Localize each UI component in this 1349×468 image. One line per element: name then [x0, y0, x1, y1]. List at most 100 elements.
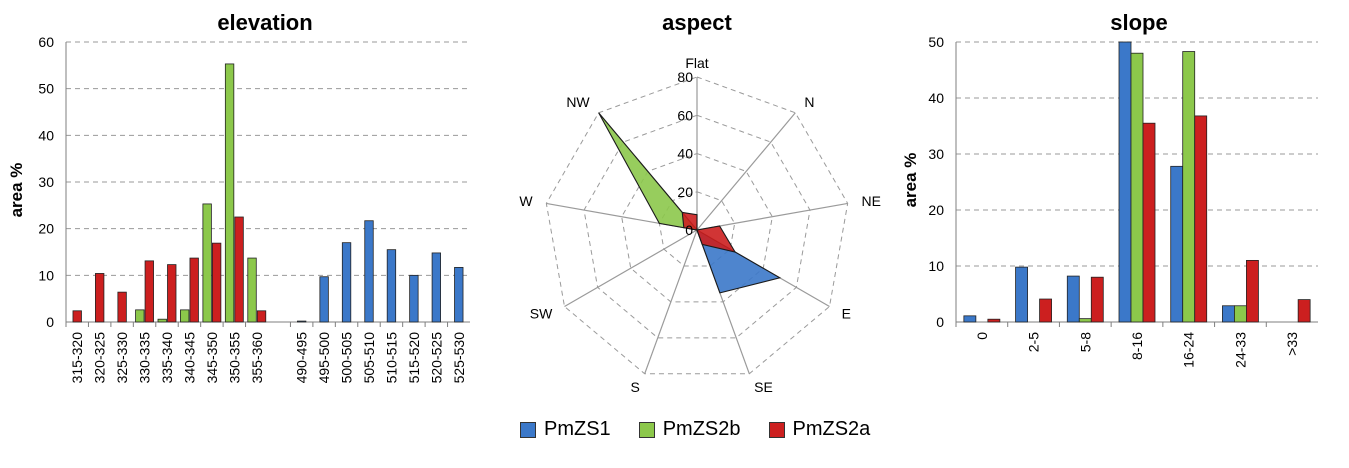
- elevation-ytick: 10: [38, 267, 54, 283]
- legend-swatch-pmzs2b: [638, 421, 655, 438]
- aspect-gridring: [621, 152, 773, 303]
- aspect-spoke: [644, 229, 698, 374]
- slope-title: slope: [1110, 10, 1167, 35]
- aspect-category-label: SE: [754, 379, 773, 395]
- legend: PmZS1 PmZS2b PmZS2a: [520, 418, 870, 441]
- elevation-xtick-label: 520-525: [428, 332, 444, 384]
- slope-bar: [1090, 276, 1104, 323]
- elevation-bar: [224, 63, 235, 323]
- elevation-xtick-label: 345-350: [204, 332, 220, 384]
- elevation-bar: [297, 320, 307, 323]
- elevation-xtick-label: 325-330: [114, 332, 130, 384]
- elevation-bar: [454, 266, 464, 323]
- slope-bar: [1194, 115, 1208, 323]
- slope-bar: [987, 318, 1001, 323]
- elevation-bar: [386, 249, 397, 323]
- slope-bar: [1170, 165, 1184, 323]
- elevation-xtick-label: 510-515: [383, 332, 399, 384]
- slope-chart: slope area % 0 10 20 30 40 50 0 2-5 5-8 8-16 16-24…: [901, 10, 1318, 368]
- slope-bar: [1078, 318, 1092, 323]
- elevation-bar: [189, 257, 199, 323]
- aspect-spoke: [696, 202, 848, 231]
- slope-bar: [963, 315, 977, 323]
- slope-xtick-label: 16-24: [1181, 332, 1197, 368]
- slope-ytick: 40: [928, 90, 944, 106]
- elevation-chart: elevation area % 0 10 20 30 40 50 60 315-320 320…: [7, 10, 470, 383]
- slope-bar: [1246, 259, 1259, 323]
- aspect-category-label: SW: [530, 306, 553, 322]
- legend-item-pmzs2b: PmZS2b: [638, 418, 741, 441]
- legend-item-pmzs1: PmZS1: [520, 418, 611, 441]
- slope-bar: [1066, 275, 1080, 323]
- slope-bar: [1142, 122, 1156, 323]
- aspect-series-area: [598, 112, 699, 231]
- elevation-xtick-label: 515-520: [406, 332, 422, 384]
- elevation-bar: [167, 264, 177, 323]
- aspect-category-label: NW: [566, 94, 590, 110]
- elevation-xtick-label: 330-335: [137, 332, 153, 384]
- elevation-xtick-label: 505-510: [361, 332, 377, 384]
- aspect-rtick: 40: [677, 146, 693, 162]
- legend-swatch-pmzs1: [520, 421, 536, 438]
- aspect-title: aspect: [662, 10, 732, 35]
- slope-bar: [1015, 266, 1028, 323]
- elevation-xtick-label: 350-355: [226, 332, 242, 384]
- slope-ytick: 10: [928, 258, 944, 274]
- slope-ytick: 20: [928, 202, 944, 218]
- elevation-bar: [117, 291, 127, 323]
- elevation-xtick-label: 500-505: [339, 332, 355, 384]
- elevation-bar: [202, 203, 212, 323]
- elevation-bar: [256, 310, 267, 323]
- elevation-ytick: 50: [38, 81, 54, 97]
- elevation-ylabel: area %: [7, 163, 26, 218]
- elevation-ytick: 30: [38, 174, 54, 190]
- elevation-xtick-label: 355-360: [249, 332, 265, 384]
- slope-ytick: 0: [936, 314, 944, 330]
- slope-bar: [1118, 41, 1132, 323]
- elevation-bar: [319, 276, 329, 323]
- elevation-bar: [247, 257, 257, 323]
- elevation-ytick: 60: [38, 34, 54, 50]
- elevation-bar: [135, 309, 145, 323]
- elevation-bar: [211, 242, 222, 323]
- aspect-category-label: W: [519, 193, 533, 209]
- slope-bar: [1297, 299, 1311, 323]
- slope-xtick-label: >33: [1284, 332, 1300, 356]
- elevation-bar: [144, 260, 154, 323]
- aspect-category-label: NE: [861, 193, 880, 209]
- elevation-bar: [234, 216, 244, 323]
- elevation-bar: [95, 273, 105, 323]
- elevation-bar: [341, 242, 352, 323]
- aspect-category-label: Flat: [685, 55, 708, 71]
- legend-label-pmzs1: PmZS1: [544, 418, 611, 440]
- slope-xtick-label: 24-33: [1232, 332, 1248, 368]
- aspect-gridring: [658, 191, 736, 267]
- elevation-title: elevation: [217, 10, 312, 35]
- slope-xtick-label: 5-8: [1077, 332, 1093, 352]
- elevation-bar: [180, 309, 190, 323]
- slope-xtick-label: 2-5: [1026, 332, 1042, 352]
- slope-ytick: 50: [928, 34, 944, 50]
- elevation-ytick: 0: [46, 314, 54, 330]
- slope-bar: [1182, 51, 1196, 323]
- slope-xtick-label: 8-16: [1129, 332, 1145, 360]
- elevation-xtick-label: 335-340: [159, 332, 175, 384]
- elevation-xtick-label: 495-500: [316, 332, 332, 384]
- elevation-bar: [364, 220, 374, 323]
- elevation-xtick-label: 320-325: [92, 332, 108, 384]
- elevation-bar: [431, 252, 441, 323]
- aspect-rtick: 60: [677, 107, 693, 123]
- slope-ytick: 30: [928, 146, 944, 162]
- legend-item-pmzs2a: PmZS2a: [768, 418, 870, 441]
- elevation-bar: [72, 310, 82, 323]
- aspect-rtick: 0: [685, 222, 693, 238]
- elevation-xtick-label: 340-345: [181, 332, 197, 384]
- slope-bar: [1234, 305, 1247, 323]
- elevation-xtick-label: 490-495: [294, 332, 310, 384]
- elevation-bar: [409, 274, 419, 323]
- aspect-rtick: 20: [677, 184, 693, 200]
- aspect-spoke: [696, 112, 796, 231]
- elevation-bar: [157, 318, 167, 323]
